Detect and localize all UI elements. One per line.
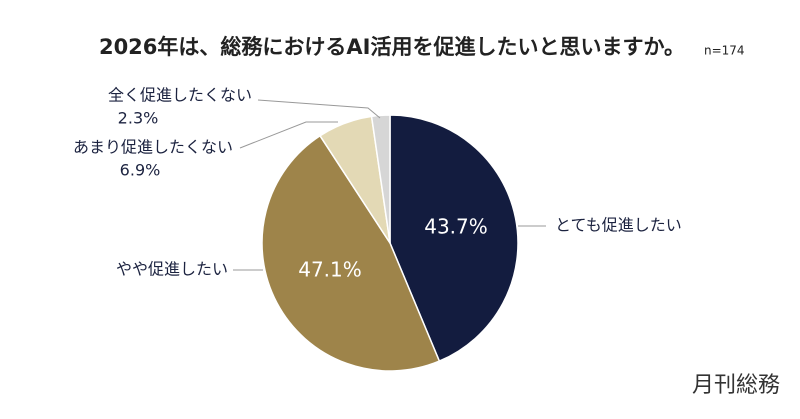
category-label: とても促進したい <box>555 216 682 235</box>
category-label: 全く促進したくない <box>108 86 252 105</box>
pie-slice <box>261 134 441 372</box>
leader-line <box>257 99 381 119</box>
category-label: やや促進したい <box>116 260 228 279</box>
value-label: 6.9% <box>120 161 161 180</box>
pie-slice <box>389 114 519 363</box>
category-label: あまり促進したくない <box>73 138 233 157</box>
leader-line <box>239 121 338 149</box>
value-label: 2.3% <box>118 109 159 128</box>
brand: 月刊総務 <box>692 373 780 398</box>
value-label: 47.1% <box>298 258 362 282</box>
chart-title: 2026年は、総務におけるAI活用を促進したいと思いますか。 <box>99 35 685 59</box>
value-label: 43.7% <box>424 215 488 239</box>
sample-size: n=174 <box>704 44 745 58</box>
pie-slice <box>370 114 391 244</box>
